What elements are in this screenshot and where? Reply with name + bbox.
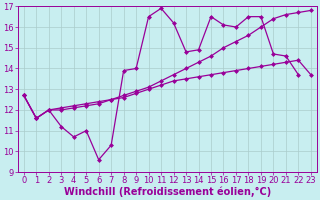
X-axis label: Windchill (Refroidissement éolien,°C): Windchill (Refroidissement éolien,°C) bbox=[64, 187, 271, 197]
